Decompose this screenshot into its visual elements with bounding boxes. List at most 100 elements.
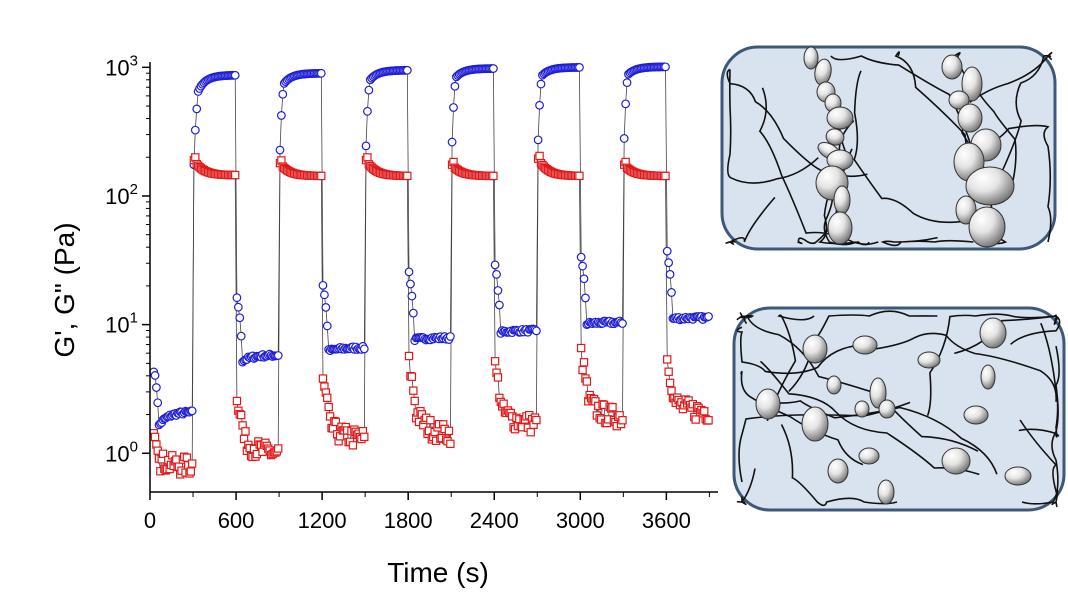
- particle: [957, 103, 983, 133]
- data-point-square: [191, 153, 200, 162]
- data-point-square: [409, 386, 418, 395]
- data-point-square: [324, 402, 333, 412]
- data-point-circle: [275, 145, 285, 155]
- fiber-strand: [736, 312, 754, 325]
- particle: [854, 400, 870, 418]
- particle: [878, 399, 896, 419]
- data-point-circle: [622, 78, 632, 88]
- fiber-strand: [1018, 345, 1060, 438]
- fiber-strand: [1010, 314, 1061, 345]
- data-point-circle: [232, 293, 242, 303]
- plot-area: 0 600 1200 1800 2400 3000 3600 100 101 102 103 Ti…: [49, 52, 718, 588]
- data-point-circle: [704, 312, 713, 321]
- data-point-circle: [488, 64, 498, 73]
- data-point-square: [608, 402, 617, 412]
- fiber-strand: [746, 315, 979, 452]
- particle: [1004, 466, 1032, 486]
- series-markers: [149, 62, 713, 479]
- data-point-circle: [359, 344, 369, 354]
- data-point-square: [404, 351, 414, 361]
- data-point-circle: [233, 302, 243, 312]
- y-axis-ticks: 100 101 102 103: [105, 52, 150, 466]
- data-point-square: [446, 439, 455, 449]
- fiber-strand: [727, 69, 819, 184]
- fiber-strand: [953, 52, 1017, 181]
- data-point-square: [489, 171, 498, 181]
- data-point-square: [490, 357, 500, 366]
- inset-bottom-fibers: [736, 310, 1061, 508]
- data-point-circle: [533, 135, 543, 145]
- data-point-square: [499, 399, 508, 408]
- particle: [858, 447, 880, 465]
- data-point-circle: [618, 319, 627, 328]
- fiber-strand: [725, 196, 776, 245]
- particle: [980, 364, 996, 390]
- particle: [826, 375, 842, 395]
- data-point-circle: [187, 406, 197, 416]
- data-point-circle: [576, 252, 586, 262]
- data-point-circle: [661, 62, 670, 72]
- y-axis-title: G', G" (Pa): [49, 222, 80, 357]
- data-point-square: [704, 416, 713, 425]
- data-point-circle: [318, 280, 328, 290]
- data-point-circle: [153, 398, 163, 408]
- fiber-strand: [766, 314, 815, 422]
- data-point-circle: [621, 99, 631, 109]
- fiber-strand: [979, 124, 1052, 243]
- data-point-circle: [150, 371, 160, 380]
- data-point-square: [691, 415, 700, 424]
- data-point-circle: [578, 261, 587, 271]
- data-point-square: [661, 171, 670, 181]
- data-point-square: [526, 428, 535, 437]
- x-tick-label: 2400: [470, 508, 519, 533]
- particle: [869, 377, 887, 409]
- data-point-circle: [276, 111, 286, 120]
- data-point-square: [407, 372, 417, 381]
- particle: [826, 106, 854, 130]
- data-point-square: [575, 171, 584, 181]
- data-point-square: [493, 373, 503, 382]
- y-tick-label: 100: [105, 438, 138, 466]
- data-point-circle: [619, 134, 629, 143]
- data-point-circle: [230, 70, 240, 80]
- fiber-strand: [758, 87, 870, 245]
- data-point-circle: [575, 63, 584, 72]
- data-point-circle: [402, 65, 412, 75]
- particle: [803, 46, 819, 70]
- data-point-circle: [322, 321, 332, 331]
- x-tick-label: 3000: [556, 508, 605, 533]
- x-tick-label: 1800: [384, 508, 433, 533]
- x-tick-label: 1200: [298, 508, 347, 533]
- data-point-circle: [190, 125, 200, 135]
- data-point-circle: [278, 89, 288, 99]
- data-point-square: [274, 444, 283, 453]
- data-point-square: [318, 374, 328, 383]
- particle: [755, 388, 781, 420]
- x-tick-label: 3600: [642, 508, 691, 533]
- data-point-square: [331, 417, 341, 427]
- data-point-circle: [192, 104, 202, 114]
- particle: [827, 458, 849, 484]
- data-point-square: [150, 432, 160, 442]
- data-point-square: [241, 427, 250, 436]
- data-point-circle: [492, 269, 501, 279]
- data-point-square: [576, 343, 586, 353]
- data-point-square: [665, 378, 675, 388]
- data-point-circle: [662, 246, 672, 256]
- data-point-circle: [404, 267, 414, 277]
- data-point-square: [700, 407, 709, 416]
- data-point-square: [186, 467, 196, 476]
- fiber-strand: [867, 332, 1057, 402]
- data-point-circle: [450, 81, 460, 91]
- particle: [827, 211, 853, 245]
- data-point-square: [663, 355, 672, 364]
- particle: [877, 479, 895, 505]
- fiber-strand: [736, 326, 864, 375]
- data-point-square: [532, 415, 541, 425]
- data-point-circle: [494, 300, 504, 310]
- fiber-strand: [759, 360, 980, 476]
- data-point-circle: [361, 141, 371, 151]
- fiber-strand: [853, 70, 970, 224]
- particle: [917, 351, 941, 369]
- data-point-circle: [667, 288, 676, 297]
